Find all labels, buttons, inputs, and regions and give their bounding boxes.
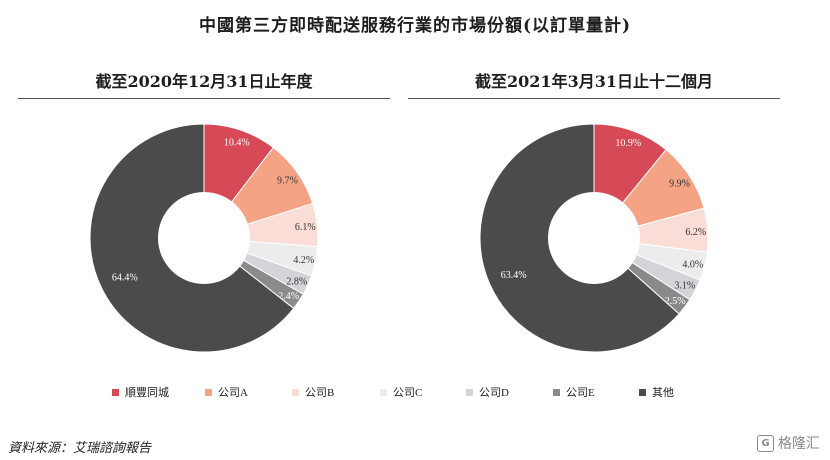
slice-label-2020-company-c: 4.2%: [293, 255, 314, 266]
watermark: G 格隆汇: [757, 433, 820, 453]
legend-swatch-sf: [112, 388, 119, 396]
legend-item-company-e: 公司E: [553, 384, 595, 400]
slice-label-2020-company-e: 2.4%: [278, 291, 299, 302]
legend-item-company-d: 公司D: [466, 384, 509, 400]
legend-label-company-b: 公司B: [305, 387, 335, 399]
slice-label-2020-others: 64.4%: [112, 272, 138, 283]
legend-swatch-others: [639, 388, 646, 396]
legend-item-others: 其他: [639, 384, 674, 400]
legend-item-sf: 順豐同城: [112, 384, 169, 400]
slice-label-2021-company-c: 4.0%: [682, 259, 703, 270]
panel-title-2020: 截至2020年12月31日止年度: [18, 68, 390, 99]
legend-label-sf: 順豐同城: [125, 387, 169, 399]
slice-label-2021-company-e: 2.5%: [665, 296, 686, 307]
legend-label-others: 其他: [652, 387, 674, 399]
legend-swatch-company-c: [380, 388, 387, 396]
legend-swatch-company-a: [205, 388, 212, 396]
legend-label-company-e: 公司E: [566, 387, 595, 399]
legend-item-company-a: 公司A: [205, 384, 248, 400]
donut-chart-2021: 10.9% 9.9% 6.2% 4.0% 3.1% 2.5% 63.4%: [479, 123, 709, 353]
legend-swatch-company-b: [292, 388, 299, 396]
slice-label-2021-others: 63.4%: [501, 270, 527, 281]
chart-title: 中國第三方即時配送服務行業的市場份額(以訂單量計): [198, 16, 632, 36]
donut-hole-2021: [548, 192, 640, 284]
slice-label-2020-company-a: 9.7%: [277, 175, 298, 186]
legend-swatch-company-e: [553, 388, 560, 396]
donut-hole-2020: [158, 192, 250, 284]
slice-label-2021-company-d: 3.1%: [674, 281, 695, 292]
donut-chart-2020: 10.4% 9.7% 6.1% 4.2% 2.8% 2.4% 64.4%: [89, 123, 319, 353]
slice-label-2021-company-b: 6.2%: [685, 227, 706, 238]
chart-legend: 順豐同城 公司A 公司B 公司C 公司D 公司E 其他: [112, 384, 712, 404]
panel-title-2021: 截至2021年3月31日止十二個月: [408, 68, 780, 99]
chart-panel-2020: 截至2020年12月31日止年度 10.4% 9.7% 6.1% 4.2% 2.8% 2.…: [18, 68, 390, 368]
legend-label-company-d: 公司D: [479, 387, 509, 399]
legend-item-company-b: 公司B: [292, 384, 334, 400]
source-note: 資料來源：艾瑞諮詢報告: [8, 441, 152, 456]
legend-swatch-company-d: [466, 388, 473, 396]
slice-label-2021-company-a: 9.9%: [669, 179, 690, 190]
slice-label-2020-sf: 10.4%: [224, 137, 250, 148]
legend-item-company-c: 公司C: [380, 384, 422, 400]
slice-label-2020-company-d: 2.8%: [286, 276, 307, 287]
chart-panel-2021: 截至2021年3月31日止十二個月 10.9% 9.9% 6.2% 4.0% 3.1% 2…: [408, 68, 780, 368]
watermark-logo-icon: G: [757, 434, 774, 452]
slice-label-2021-sf: 10.9%: [615, 138, 641, 149]
legend-label-company-a: 公司A: [218, 387, 248, 399]
legend-label-company-c: 公司C: [393, 387, 423, 399]
slice-label-2020-company-b: 6.1%: [295, 222, 316, 233]
watermark-text: 格隆汇: [778, 436, 820, 452]
